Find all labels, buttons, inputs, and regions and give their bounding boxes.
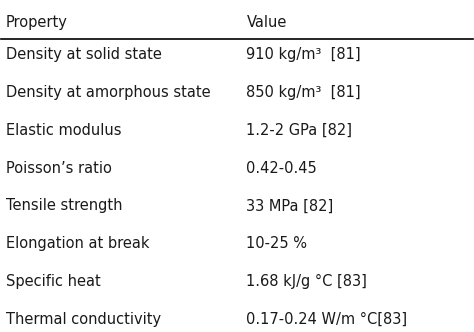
Text: Elongation at break: Elongation at break — [6, 236, 150, 251]
Text: Specific heat: Specific heat — [6, 274, 101, 289]
Text: Value: Value — [246, 15, 287, 30]
Text: Thermal conductivity: Thermal conductivity — [6, 312, 161, 327]
Text: 0.17-0.24 W/m °C[83]: 0.17-0.24 W/m °C[83] — [246, 312, 408, 327]
Text: Density at solid state: Density at solid state — [6, 47, 162, 62]
Text: 910 kg/m³  [81]: 910 kg/m³ [81] — [246, 47, 361, 62]
Text: 10-25 %: 10-25 % — [246, 236, 308, 251]
Text: 850 kg/m³  [81]: 850 kg/m³ [81] — [246, 85, 361, 100]
Text: Elastic modulus: Elastic modulus — [6, 123, 122, 138]
Text: Poisson’s ratio: Poisson’s ratio — [6, 161, 112, 176]
Text: Property: Property — [6, 15, 68, 30]
Text: Tensile strength: Tensile strength — [6, 198, 123, 213]
Text: 1.68 kJ/g °C [83]: 1.68 kJ/g °C [83] — [246, 274, 367, 289]
Text: 33 MPa [82]: 33 MPa [82] — [246, 198, 334, 213]
Text: 1.2-2 GPa [82]: 1.2-2 GPa [82] — [246, 123, 353, 138]
Text: 0.42-0.45: 0.42-0.45 — [246, 161, 317, 176]
Text: Density at amorphous state: Density at amorphous state — [6, 85, 211, 100]
